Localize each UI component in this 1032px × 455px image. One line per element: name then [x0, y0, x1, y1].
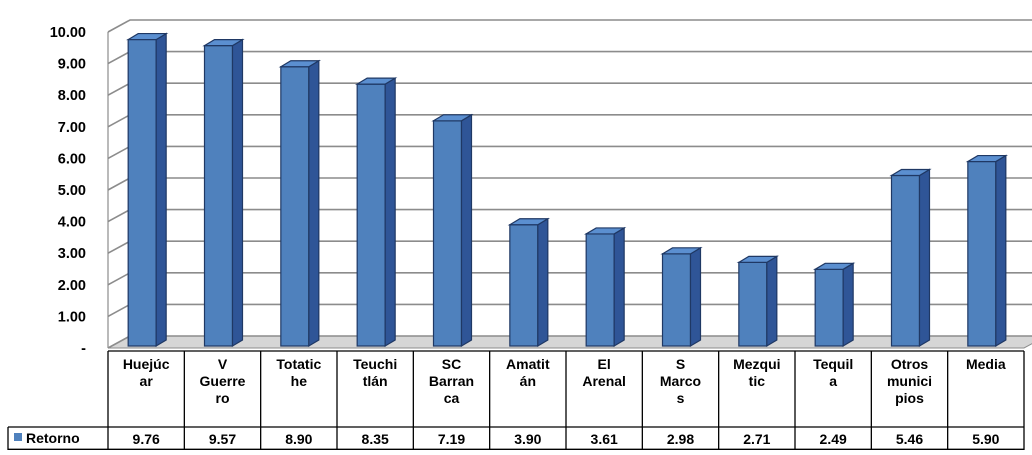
value-label: 2.49	[820, 431, 847, 447]
bar-top	[965, 154, 1008, 163]
category-label: SC Barran ca	[429, 356, 474, 406]
bar-side	[308, 59, 320, 348]
bar-front	[203, 44, 234, 347]
y-tick-label: 8.00	[58, 88, 86, 104]
bar	[965, 154, 1008, 348]
legend-swatch	[14, 433, 22, 441]
bar	[507, 217, 550, 348]
back-wall	[108, 20, 1032, 348]
bar-top	[355, 77, 398, 85]
bar	[889, 168, 932, 348]
bar-side	[613, 226, 625, 348]
value-label: 8.35	[362, 431, 389, 447]
bar-front	[127, 38, 157, 347]
category-label: Tequil a	[813, 356, 853, 389]
bar-side	[231, 38, 244, 348]
category-label: Amatit án	[506, 356, 550, 389]
bar	[660, 246, 703, 348]
category-label: Mezqui tic	[733, 356, 780, 389]
bar-side	[842, 262, 854, 348]
y-tick-label: 2.00	[58, 278, 86, 294]
bar	[584, 226, 627, 348]
value-label: 3.90	[514, 431, 541, 447]
bar	[202, 38, 245, 348]
y-tick-label: 7.00	[58, 120, 86, 136]
bar-top	[736, 255, 779, 263]
bar	[278, 59, 321, 348]
y-tick-label: 10.00	[50, 25, 86, 41]
bar-side	[995, 154, 1007, 348]
value-label: 3.61	[591, 431, 618, 447]
bar-side	[384, 77, 396, 348]
value-label: 2.71	[743, 431, 770, 447]
bar-front	[967, 160, 997, 347]
value-label: 7.19	[438, 431, 465, 447]
bar-front	[280, 66, 310, 347]
category-label: V Guerre ro	[200, 356, 246, 406]
value-label: 8.90	[285, 431, 312, 447]
bar	[126, 32, 169, 348]
data-table: Huejúc ar V Guerre ro Totatic he Teuchi tlán SC Ba…	[7, 350, 1025, 450]
bar-top	[889, 168, 932, 177]
y-axis-tick-labels: - 1.00 2.00 3.00 4.00 5.00 6.00 7.00 8.00 9.00 10.…	[50, 25, 86, 357]
bar-top	[507, 218, 550, 226]
bar-top	[431, 114, 474, 122]
bar-front	[738, 261, 768, 347]
value-label: 9.57	[209, 431, 236, 447]
bar-side	[918, 168, 931, 348]
bar-top	[584, 227, 627, 235]
bar-side	[537, 217, 549, 348]
y-tick-label: 1.00	[58, 309, 86, 325]
bar-top	[126, 32, 169, 41]
bar-front	[356, 83, 386, 347]
bar	[813, 262, 856, 348]
y-tick-label: 4.00	[58, 215, 86, 231]
bar-side	[155, 32, 167, 348]
category-label: Media	[966, 356, 1006, 372]
bar-side	[460, 113, 473, 348]
y-tick-label: -	[81, 341, 86, 357]
value-label: 9.76	[133, 431, 160, 447]
category-label: Teuchi tlán	[353, 356, 397, 389]
y-tick-label: 9.00	[58, 57, 86, 73]
bar	[355, 77, 398, 348]
category-label: S Marco s	[660, 356, 701, 406]
bar-front	[814, 268, 844, 347]
bar-side	[766, 255, 778, 348]
category-label: Totatic he	[276, 356, 321, 389]
category-label: Huejúc ar	[123, 356, 170, 389]
value-label: 5.46	[896, 431, 923, 447]
y-tick-label: 5.00	[58, 183, 86, 199]
bar-top	[278, 60, 321, 68]
value-label: 2.98	[667, 431, 694, 447]
category-label: Otros munici pios	[887, 356, 932, 406]
bar-front	[432, 120, 463, 347]
bar	[736, 255, 779, 348]
bar-side	[689, 246, 702, 348]
bar	[431, 113, 474, 348]
chart-back-wall	[107, 20, 1032, 349]
value-label: 5.90	[972, 431, 999, 447]
bars	[126, 32, 1008, 348]
y-tick-label: 6.00	[58, 151, 86, 167]
bar-top	[813, 262, 856, 270]
bar-front	[509, 224, 539, 347]
bar-front	[585, 233, 615, 347]
bar-front	[661, 253, 692, 347]
bar-top	[202, 38, 245, 47]
bar-top	[660, 247, 703, 255]
gridline	[107, 19, 1032, 33]
bar-front	[890, 174, 921, 347]
category-label: El Arenal	[582, 356, 626, 389]
y-tick-label: 3.00	[58, 246, 86, 262]
legend-label: Retorno	[26, 430, 80, 446]
